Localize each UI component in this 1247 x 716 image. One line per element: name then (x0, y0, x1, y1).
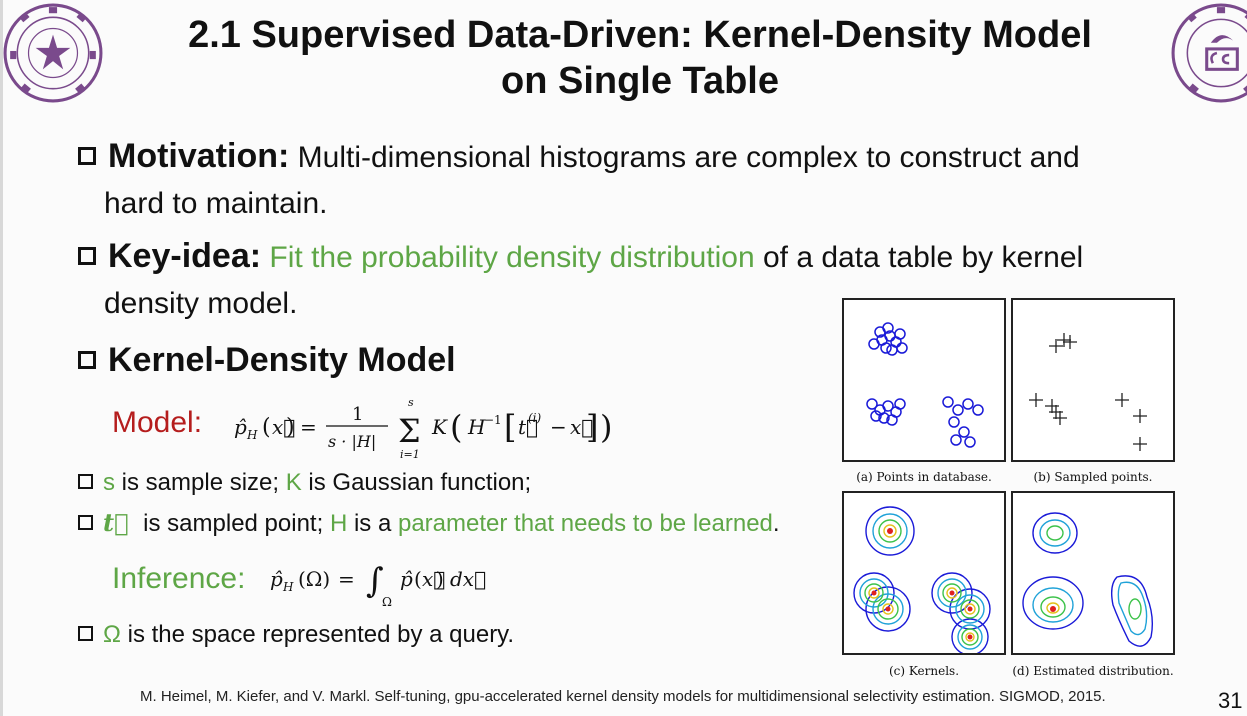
left-border (0, 0, 3, 716)
svg-text:p̂: p̂ (270, 567, 283, 591)
svg-text:(i): (i) (528, 411, 542, 425)
keyidea-label: Key-idea: (108, 237, 262, 275)
symbol-s: s (103, 469, 115, 496)
model-formula: p̂ H ( x⃗ ) = 1 s · |H| Σ s i=1 K ( H −1… (234, 396, 612, 461)
symbol-t: t⃗ (103, 508, 129, 537)
svg-text:s: s (408, 396, 414, 409)
bullet3-text: is the space represented by a query. (120, 621, 515, 648)
square-bullet-icon (78, 147, 96, 166)
keyidea-text-2: density model. (104, 287, 298, 320)
bullet2-text-a: is sampled point; (136, 510, 330, 537)
symbol-h: H (329, 510, 348, 537)
figure-b-sampled (1011, 298, 1175, 462)
tsinghua-cs-department-seal-icon (1171, 3, 1247, 103)
svg-text:p̂: p̂ (234, 415, 247, 439)
inference-formula: p̂ H (Ω) = ∫ Ω p̂ ( x⃗ ) dx⃗ (270, 561, 486, 609)
svg-text:−: − (550, 415, 567, 439)
model-label: Model: (112, 406, 203, 439)
motivation-text-2: hard to maintain. (104, 187, 328, 220)
svg-text:): ) (436, 567, 444, 591)
svg-text:(Ω): (Ω) (298, 567, 330, 591)
keyidea-rest-text: of a data table by kernel (754, 241, 1084, 274)
svg-text:1: 1 (352, 404, 363, 425)
symbol-omega: Ω (103, 621, 121, 648)
slide-title: 2.1 Supervised Data-Driven: Kernel-Densi… (110, 12, 1170, 104)
bullet-sample-size: s is sample size; K is Gaussian function… (78, 468, 531, 498)
square-bullet-icon (78, 247, 96, 266)
svg-text:x⃗: x⃗ (422, 567, 445, 591)
estimated-plot (1022, 512, 1154, 647)
tsinghua-university-seal-icon (3, 3, 103, 103)
symbol-k: K (285, 469, 302, 496)
svg-text:(: ( (450, 408, 462, 446)
figure-a-points (842, 298, 1006, 462)
motivation-text: Multi-dimensional histograms are complex… (297, 141, 1080, 174)
svg-text:H: H (246, 428, 258, 442)
caption-c: (c) Kernels. (888, 664, 960, 678)
svg-text:∫: ∫ (366, 561, 384, 601)
svg-text:(: ( (414, 567, 422, 591)
square-bullet-icon (78, 515, 93, 531)
svg-text:Ω: Ω (382, 595, 392, 609)
title-line-2: on Single Table (501, 60, 779, 102)
bullet2-text-b: is a (347, 510, 398, 537)
svg-text:H: H (467, 415, 486, 439)
svg-text:H: H (282, 580, 294, 594)
square-bullet-icon (78, 351, 96, 370)
svg-text:[: [ (504, 408, 516, 446)
svg-text:−1: −1 (484, 413, 502, 427)
figure-c-kernels (842, 491, 1006, 656)
svg-text:x⃗: x⃗ (272, 415, 295, 439)
bullet2-end: . (772, 510, 780, 537)
caption-d: (d) Estimated distribution. (1012, 664, 1174, 678)
svg-text:): ) (600, 408, 612, 446)
points-plot (866, 322, 984, 448)
sampled-plot (1029, 333, 1147, 451)
bullet-sampled-point: t⃗ is sampled point; H is a parameter th… (78, 508, 780, 539)
bullet1-text-a: is sample size; (115, 469, 286, 496)
svg-text:Σ: Σ (398, 412, 421, 450)
svg-text:]: ] (586, 408, 598, 446)
svg-text:=: = (300, 415, 317, 439)
page-number: 31 (1218, 688, 1243, 713)
square-bullet-icon (78, 626, 93, 642)
svg-text:x⃗: x⃗ (570, 415, 593, 439)
svg-text:t⃗: t⃗ (518, 415, 538, 439)
svg-text:=: = (338, 567, 355, 591)
inference-label: Inference: (112, 562, 246, 595)
keyidea-bullet: Key-idea: Fit the probability density di… (78, 236, 1083, 278)
svg-text:i=1: i=1 (400, 448, 420, 461)
svg-text:s · |H|: s · |H| (328, 432, 376, 451)
bullet2-green-text: parameter that needs to be learned (397, 510, 773, 537)
keyidea-green-text: Fit the probability density distribution (269, 241, 755, 274)
figure-d-estimated (1011, 491, 1175, 655)
svg-text:dx⃗: dx⃗ (450, 567, 486, 591)
square-bullet-icon (78, 474, 93, 490)
citation: M. Heimel, M. Kiefer, and V. Markl. Self… (140, 688, 1106, 705)
kernels-plot (853, 506, 991, 656)
svg-text:): ) (286, 415, 295, 440)
bullet-omega: Ω is the space represented by a query. (78, 620, 514, 650)
svg-text:K: K (431, 415, 448, 439)
svg-text:p̂: p̂ (400, 567, 413, 591)
kdm-label: Kernel-Density Model (108, 341, 456, 379)
svg-text:(: ( (262, 415, 271, 440)
bullet1-text-b: is Gaussian function; (301, 469, 532, 496)
motivation-label: Motivation: (108, 137, 290, 175)
motivation-bullet: Motivation: Multi-dimensional histograms… (78, 136, 1080, 178)
caption-a: (a) Points in database. (856, 470, 992, 484)
kdm-bullet: Kernel-Density Model (78, 340, 456, 382)
caption-b: (b) Sampled points. (1033, 470, 1153, 484)
title-line-1: 2.1 Supervised Data-Driven: Kernel-Densi… (188, 14, 1092, 56)
